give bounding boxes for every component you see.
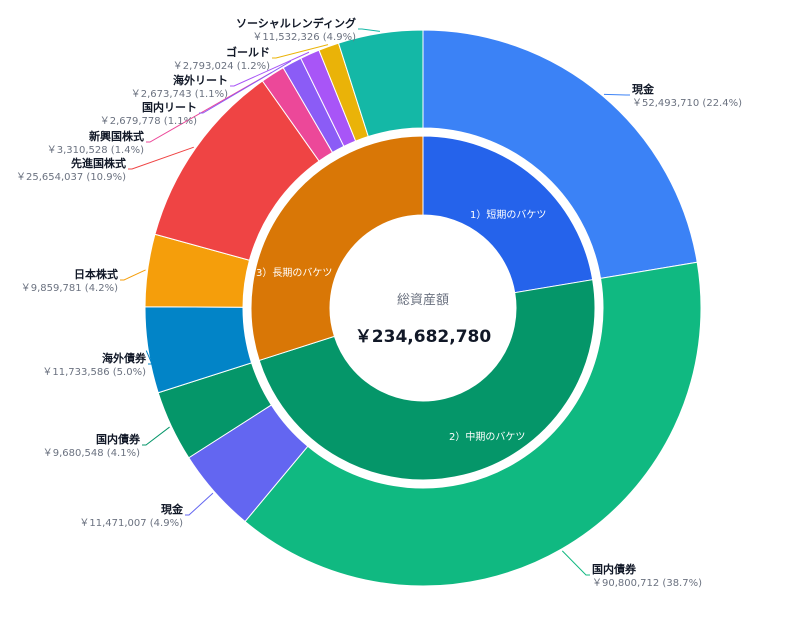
inner-slice-label: 1）短期のバケツ — [470, 208, 546, 221]
leader-line — [230, 51, 310, 87]
center-hole — [330, 215, 516, 401]
outer-slice[interactable] — [422, 29, 698, 279]
leader-line — [120, 269, 146, 281]
slice-value-label: ￥11,532,326 (4.9%) — [252, 32, 356, 43]
slice-value-label: ￥2,679,778 (1.1%) — [100, 116, 197, 127]
slice-name-label: 新興国株式 — [89, 129, 144, 143]
slice-name-label: 海外リート — [173, 73, 228, 87]
slice-name-label: 国内債券 — [96, 432, 141, 446]
slice-value-label: ￥9,859,781 (4.2%) — [21, 283, 118, 294]
leader-line — [185, 492, 214, 516]
outer-labels: 現金 ￥52,493,710 (22.4%) 国内債券 ￥90,800,712 (38… — [16, 16, 742, 589]
slice-value-label: ￥52,493,710 (22.4%) — [632, 98, 742, 109]
leader-line — [603, 93, 630, 96]
outer-slice[interactable] — [337, 29, 424, 138]
leader-line — [561, 550, 590, 576]
leader-line — [358, 28, 381, 32]
slice-name-label: 現金 — [632, 82, 655, 96]
label-leader-lines — [120, 28, 630, 576]
outer-ring — [144, 29, 702, 587]
slice-name-label: 日本株式 — [74, 267, 118, 281]
slice-name-label: 海外債券 — [102, 351, 147, 365]
center-total: ￥234,682,780 — [355, 327, 492, 347]
inner-labels: 1）短期のバケツ 2）中期のバケツ 3）長期のバケツ — [256, 208, 546, 443]
slice-name-label: 国内リート — [142, 100, 197, 114]
leader-line — [142, 426, 170, 446]
slice-value-label: ￥11,471,007 (4.9%) — [79, 518, 183, 529]
slice-name-label: 先進国株式 — [71, 156, 126, 170]
slice-value-label: ￥2,673,743 (1.1%) — [131, 89, 228, 100]
leader-line — [272, 44, 329, 59]
outer-slice[interactable] — [244, 261, 702, 587]
inner-slice-label: 2）中期のバケツ — [449, 430, 525, 443]
slice-name-label: 現金 — [161, 502, 184, 516]
slice-value-label: ￥90,800,712 (38.7%) — [592, 578, 702, 589]
slice-name-label: ソーシャルレンディング — [236, 16, 356, 30]
slice-value-label: ￥9,680,548 (4.1%) — [43, 448, 140, 459]
leader-line — [146, 72, 272, 143]
slice-value-label: ￥2,793,024 (1.2%) — [173, 61, 270, 72]
inner-slice-label: 3）長期のバケツ — [256, 267, 332, 279]
leader-line — [145, 350, 153, 365]
slice-value-label: ￥25,654,037 (10.9%) — [16, 172, 126, 183]
slice-value-label: ￥11,733,586 (5.0%) — [42, 367, 146, 378]
leader-line — [128, 146, 194, 170]
slice-name-label: ゴールド — [226, 45, 270, 59]
slice-name-label: 国内債券 — [592, 562, 637, 576]
slice-value-label: ￥3,310,528 (1.4%) — [47, 145, 144, 156]
leader-line — [199, 60, 292, 114]
center-title: 総資産額 — [397, 292, 449, 308]
